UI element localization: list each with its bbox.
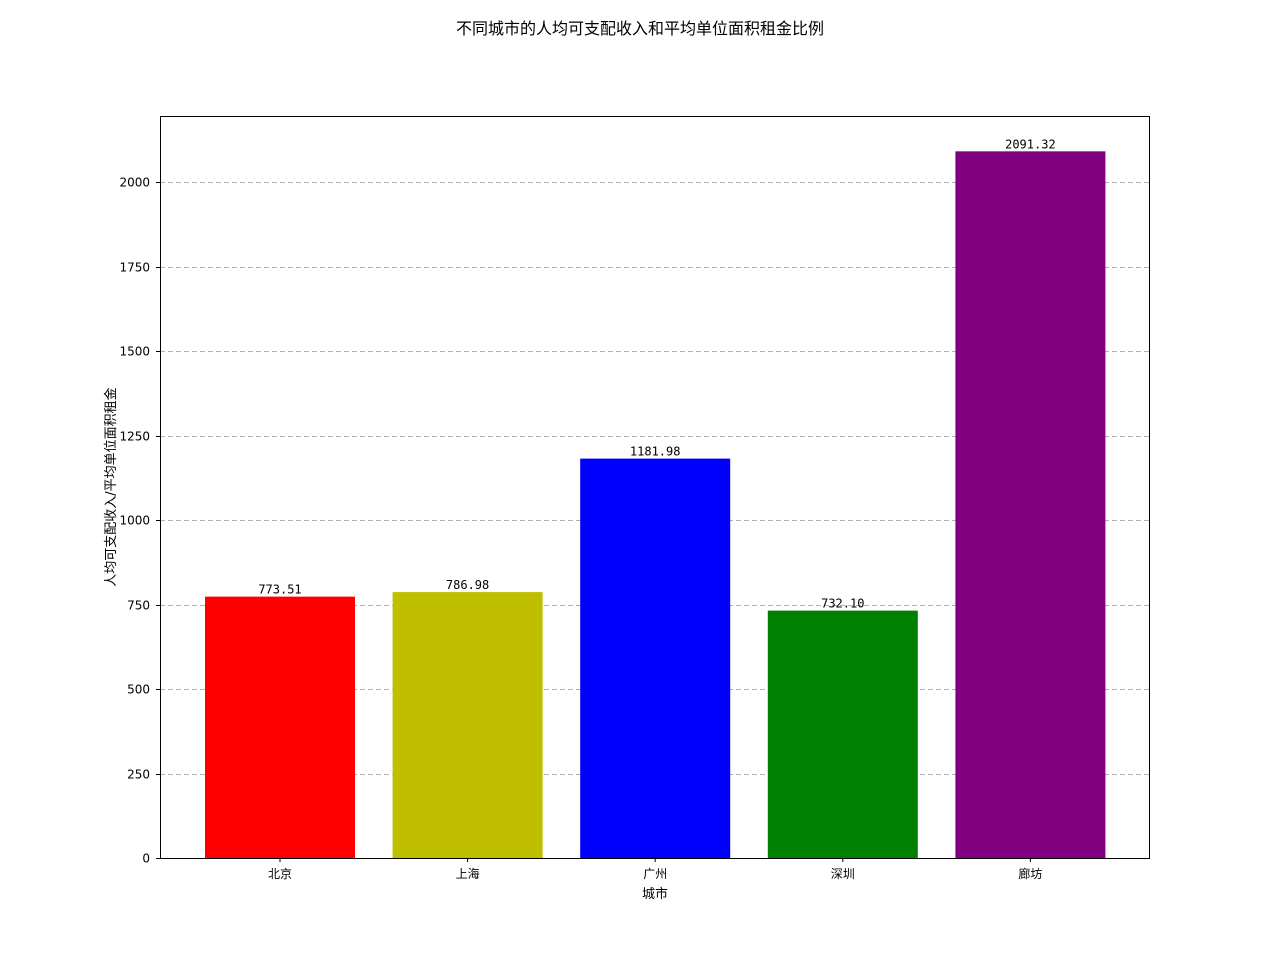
x-tick-label: 廊坊	[1018, 866, 1042, 881]
bar-value-label: 786.98	[446, 578, 489, 592]
x-tick-label: 北京	[268, 867, 292, 881]
y-tick-label: 250	[127, 768, 150, 782]
y-tick-label: 750	[127, 599, 150, 613]
bar	[580, 458, 731, 858]
chart-title: 不同城市的人均可支配收入和平均单位面积租金比例	[456, 19, 824, 38]
y-tick-label: 2000	[119, 176, 150, 190]
y-tick-label: 0	[142, 852, 150, 866]
y-tick-label: 1500	[119, 345, 150, 359]
y-tick-label: 1000	[119, 514, 150, 528]
bar	[955, 151, 1106, 859]
x-axis-label: 城市	[642, 886, 668, 902]
bar-value-label: 2091.32	[1005, 137, 1056, 151]
bar	[767, 610, 918, 858]
x-tick-label: 上海	[456, 866, 480, 881]
y-tick-label: 1750	[119, 261, 150, 275]
y-tick-label: 1250	[119, 430, 150, 444]
x-tick-label: 深圳	[831, 867, 855, 881]
bar-value-label: 773.51	[258, 583, 301, 597]
bar	[392, 592, 543, 858]
y-tick-label: 500	[127, 683, 150, 697]
bar-value-label: 1181.98	[630, 445, 681, 459]
x-tick-label: 广州	[643, 867, 667, 881]
y-axis-ticks: 0 250 500 750 1000 1250 1500 1750 2000	[119, 176, 160, 866]
bars: 773.51 786.98 1181.98 732.10 2091.32	[205, 137, 1106, 859]
y-axis-label: 人均可支配收入/平均单位面积租金	[103, 387, 119, 586]
x-axis-ticks: 北京 上海 广州 深圳 廊坊	[268, 858, 1042, 881]
bar	[205, 596, 355, 858]
bar-value-label: 732.10	[821, 597, 864, 611]
